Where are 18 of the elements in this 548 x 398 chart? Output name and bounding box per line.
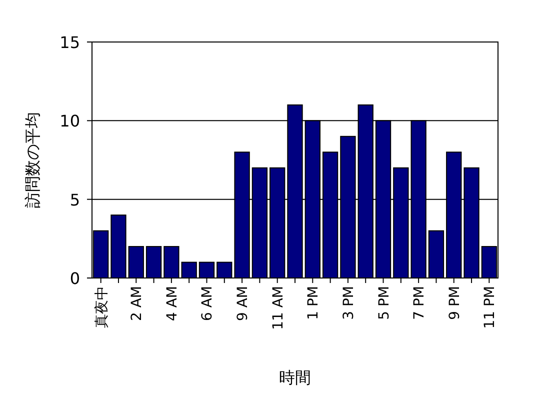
x-tick-label: 11 AM <box>270 286 286 330</box>
y-tick-label: 5 <box>70 190 80 210</box>
y-tick-label: 10 <box>60 112 80 131</box>
x-tick-label: 11 PM <box>482 286 498 329</box>
y-tick-label: 15 <box>60 33 80 52</box>
x-tick-label: 3 PM <box>340 286 357 320</box>
x-tick-label: 9 PM <box>446 286 463 320</box>
y-axis-title: 訪問数の平均 <box>23 112 42 208</box>
x-tick-label: 7 PM <box>412 286 428 320</box>
x-axis-title: 時間 <box>279 368 311 387</box>
x-tick-label: 6 AM <box>200 286 216 322</box>
x-tick-label: 5 PM <box>376 286 392 320</box>
x-tick-label: 1 PM <box>306 286 322 320</box>
x-tick-label: 真夜中 <box>94 286 110 328</box>
y-tick-label: 0 <box>70 269 80 288</box>
x-tick-label: 2 AM <box>129 286 146 322</box>
x-tick-label: 4 AM <box>164 286 180 322</box>
x-tick-label: 9 AM <box>235 286 252 322</box>
